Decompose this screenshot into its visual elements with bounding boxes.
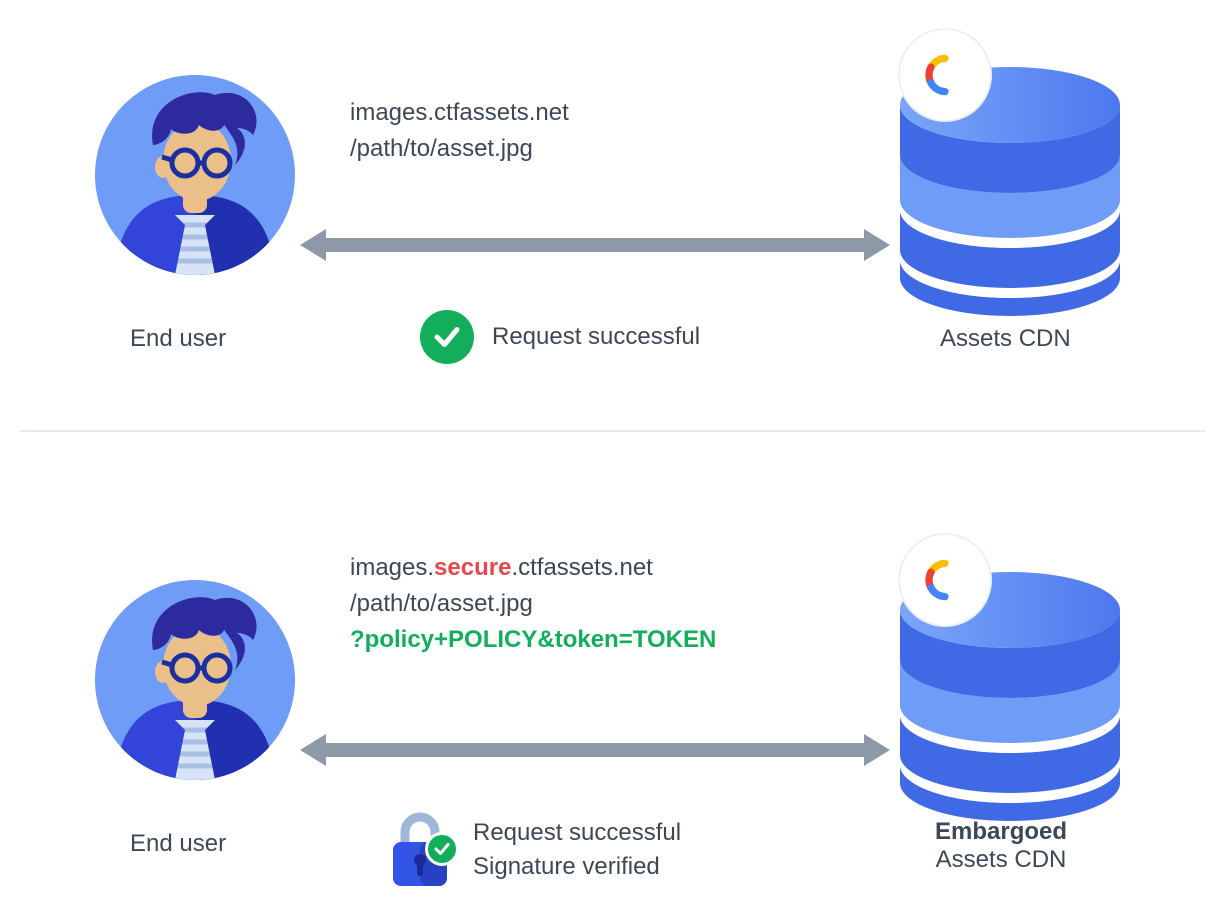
status-success: Request successful <box>420 310 700 364</box>
embargoed-assets-cdn-database <box>890 565 1130 825</box>
url-host-secure: secure <box>434 554 511 581</box>
secure-request-url: images.secure.ctfassets.net /path/to/ass… <box>350 550 716 658</box>
embargoed-assets-cdn-label: Embargoed Assets CDN <box>935 818 1067 874</box>
end-user-avatar <box>95 580 295 780</box>
url-path: /path/to/asset.jpg <box>350 135 533 162</box>
panel-divider <box>20 430 1205 432</box>
status-verified: Request successful Signature verified <box>385 810 681 890</box>
check-icon <box>420 310 474 364</box>
assets-cdn-label: Assets CDN <box>940 325 1071 353</box>
contentful-logo-icon <box>900 535 990 625</box>
status-text-1: Request successful <box>473 816 681 850</box>
contentful-logo-icon <box>900 30 990 120</box>
check-icon <box>425 832 459 866</box>
url-query: ?policy+POLICY&token=TOKEN <box>350 626 716 653</box>
url-host-pre: images. <box>350 554 434 581</box>
lock-icon <box>385 810 455 890</box>
assets-cdn-database <box>890 60 1130 320</box>
assets-cdn-text: Assets CDN <box>936 846 1067 873</box>
request-url: images.ctfassets.net /path/to/asset.jpg <box>350 95 569 167</box>
status-text-2: Signature verified <box>473 850 681 884</box>
request-arrow <box>300 730 890 770</box>
url-host-post: .ctfassets.net <box>511 554 652 581</box>
end-user-label: End user <box>130 325 226 353</box>
request-arrow <box>300 225 890 265</box>
panel-standard: images.ctfassets.net /path/to/asset.jpg … <box>0 30 1225 420</box>
url-path: /path/to/asset.jpg <box>350 590 533 617</box>
end-user-avatar <box>95 75 295 275</box>
end-user-label: End user <box>130 830 226 858</box>
embargoed-text: Embargoed <box>935 818 1067 845</box>
panel-embargoed: images.secure.ctfassets.net /path/to/ass… <box>0 470 1225 900</box>
url-host: images.ctfassets.net <box>350 99 569 126</box>
status-text: Request successful <box>492 323 700 351</box>
